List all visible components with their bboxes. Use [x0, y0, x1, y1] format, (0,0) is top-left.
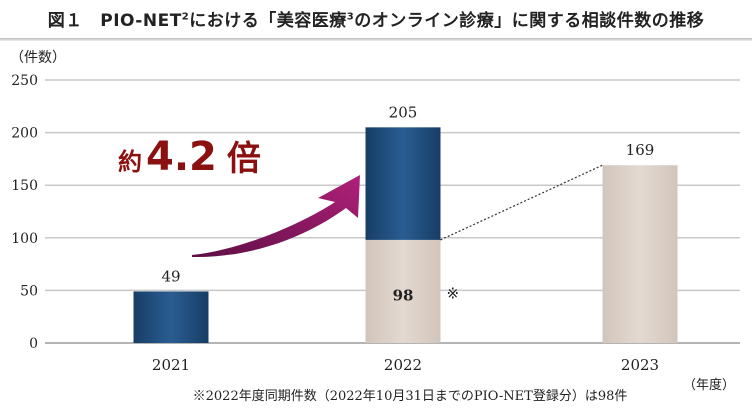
x-axis-label: （年度）: [683, 377, 735, 393]
growth-annotation: 約 4.2 倍: [118, 134, 261, 180]
comparison-dotted-line: [440, 164, 603, 241]
y-axis-label: （件数）: [10, 50, 66, 66]
footnote: ※2022年度同期件数（2022年10月31日までのPIO-NET登録分）は98…: [193, 388, 628, 404]
x-tick-label: 2022: [384, 356, 422, 374]
y-tick-label: 100: [11, 231, 38, 247]
growth-ratio: 4.2: [146, 134, 217, 180]
bar-segment-blue: [365, 127, 441, 240]
growth-arrow: [192, 175, 360, 258]
data-label: 169: [626, 141, 655, 159]
x-tick-label: 2021: [152, 356, 190, 374]
bar-segment-beige: [365, 239, 441, 343]
bar-segment-blue: [133, 291, 209, 343]
y-tick-label: 0: [29, 336, 38, 352]
title-divider: [0, 38, 752, 41]
bar-segment-beige: [602, 165, 678, 343]
chart-title: 図１ PIO-NET2における「美容医療3のオンライン診療」に関する相談件数の推…: [47, 11, 705, 31]
y-tick-label: 200: [11, 126, 38, 142]
data-label: 98: [393, 286, 414, 304]
y-tick-label: 150: [11, 178, 38, 194]
asterisk-mark: ※: [447, 284, 460, 302]
y-tick-label: 250: [11, 73, 38, 89]
x-tick-label: 2023: [621, 356, 659, 374]
data-label: 205: [389, 103, 418, 121]
data-label: 49: [161, 267, 180, 285]
y-tick-label: 50: [20, 283, 38, 299]
